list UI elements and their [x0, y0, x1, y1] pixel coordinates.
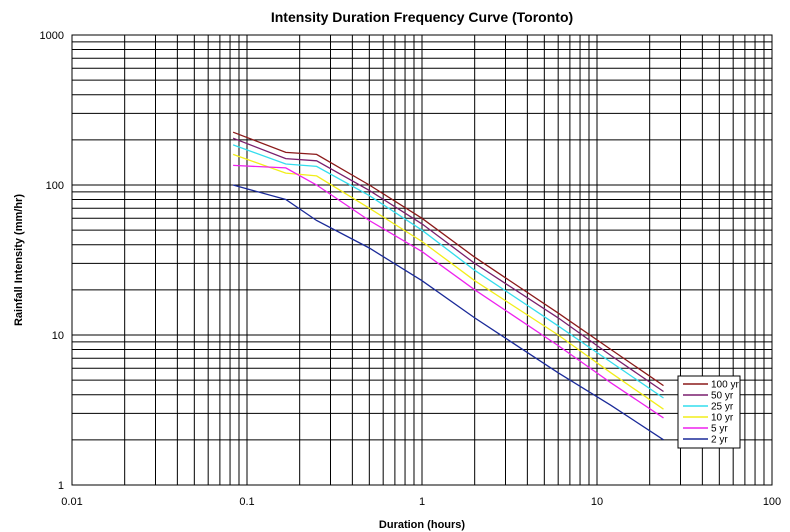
x-tick-label: 100 — [763, 496, 781, 508]
series-line — [232, 153, 664, 410]
y-tick-label: 100 — [46, 180, 64, 192]
y-tick-label: 10 — [52, 330, 64, 342]
y-axis-ticks: 1 10 100 1000 — [40, 30, 64, 492]
x-tick-label: 0.01 — [61, 496, 82, 508]
x-tick-label: 1 — [419, 496, 425, 508]
plot-area-border — [71, 34, 773, 486]
legend-label: 10 yr — [711, 413, 734, 424]
y-axis-label: Rainfall Intensity (mm/hr) — [13, 194, 25, 326]
x-tick-label: 10 — [591, 496, 603, 508]
legend-label: 50 yr — [711, 391, 734, 402]
legend-box — [677, 375, 741, 449]
chart-title: Intensity Duration Frequency Curve (Toro… — [271, 9, 573, 25]
legend-label: 25 yr — [711, 402, 734, 413]
series-line — [232, 137, 664, 393]
series-group — [232, 131, 664, 441]
series-line — [232, 131, 664, 387]
grid — [71, 35, 772, 486]
y-tick-label: 1000 — [40, 30, 64, 42]
x-axis-label: Duration (hours) — [379, 519, 465, 531]
legend-label: 5 yr — [711, 424, 728, 435]
series-line — [232, 184, 664, 441]
legend-label: 2 yr — [711, 435, 728, 446]
series-line — [232, 144, 664, 399]
x-axis-ticks: 0.01 0.1 1 10 100 — [61, 496, 781, 508]
series-line — [233, 164, 664, 419]
legend-label: 100 yr — [711, 380, 739, 391]
x-tick-label: 0.1 — [239, 496, 254, 508]
y-tick-label: 1 — [58, 480, 64, 492]
